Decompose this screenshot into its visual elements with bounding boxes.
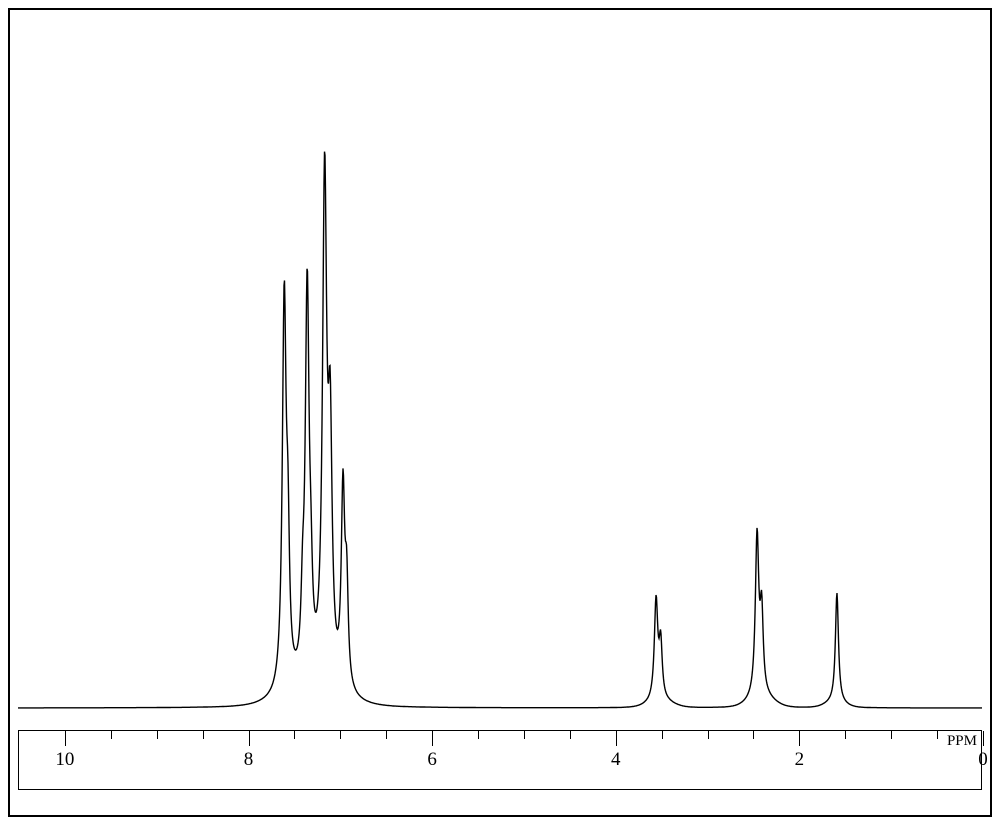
tick-minor bbox=[570, 731, 571, 739]
tick-label: 0 bbox=[978, 749, 988, 771]
spectrum-trace bbox=[18, 152, 982, 708]
tick-minor bbox=[937, 731, 938, 739]
tick-minor bbox=[845, 731, 846, 739]
tick-minor bbox=[157, 731, 158, 739]
tick-label: 8 bbox=[244, 749, 254, 771]
tick-minor bbox=[662, 731, 663, 739]
tick-label: 6 bbox=[427, 749, 437, 771]
axis-unit-label: PPM bbox=[947, 733, 977, 750]
tick-minor bbox=[386, 731, 387, 739]
spectrum-plot bbox=[18, 18, 982, 718]
tick-minor bbox=[478, 731, 479, 739]
tick-minor bbox=[891, 731, 892, 739]
tick-minor bbox=[111, 731, 112, 739]
tick-major bbox=[432, 731, 433, 746]
tick-label: 10 bbox=[55, 749, 74, 771]
nmr-spectrum bbox=[18, 18, 982, 718]
tick-major bbox=[983, 731, 984, 746]
tick-major bbox=[616, 731, 617, 746]
tick-major bbox=[249, 731, 250, 746]
tick-major bbox=[799, 731, 800, 746]
tick-minor bbox=[340, 731, 341, 739]
tick-label: 2 bbox=[795, 749, 805, 771]
tick-minor bbox=[294, 731, 295, 739]
tick-minor bbox=[708, 731, 709, 739]
x-axis: 1086420PPM bbox=[18, 730, 982, 790]
tick-minor bbox=[524, 731, 525, 739]
tick-minor bbox=[203, 731, 204, 739]
tick-minor bbox=[753, 731, 754, 739]
tick-label: 4 bbox=[611, 749, 621, 771]
tick-major bbox=[65, 731, 66, 746]
